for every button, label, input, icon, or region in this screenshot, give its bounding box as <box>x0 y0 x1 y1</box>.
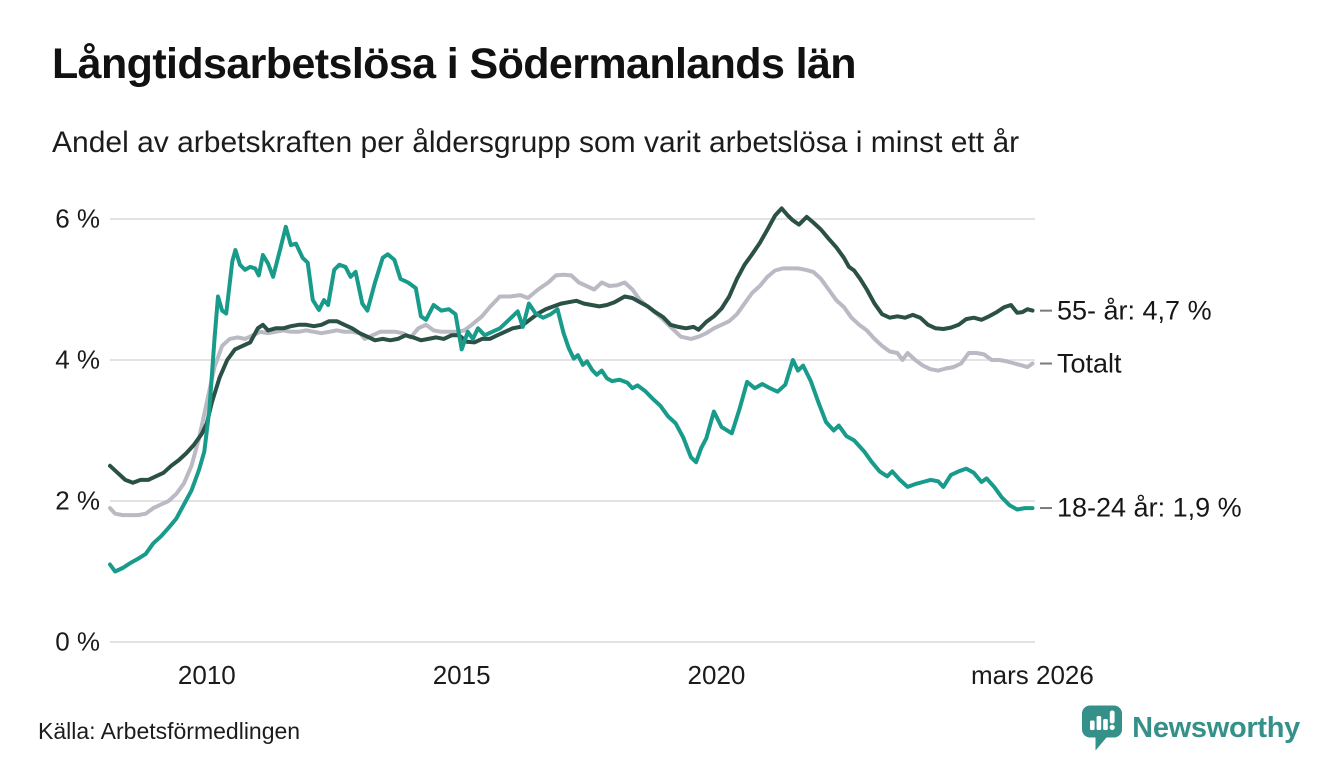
x-tick-label: 2010 <box>177 660 236 690</box>
series-end-label-55-r: 55- år: 4,7 % <box>1057 295 1212 326</box>
y-tick-label: 6 % <box>55 203 100 234</box>
series-line-18-24-r <box>108 224 1035 574</box>
y-tick-label: 0 % <box>55 626 100 657</box>
x-tick-label: 2020 <box>687 660 746 690</box>
y-tick-label: 2 % <box>55 485 100 516</box>
page-title: Långtidsarbetslösa i Södermanlands län <box>52 40 857 88</box>
page-subtitle: Andel av arbetskraften per åldersgrupp s… <box>52 126 1020 159</box>
series-end-label-totalt: Totalt <box>1057 348 1122 379</box>
newsworthy-logo: Newsworthy <box>1082 704 1300 752</box>
series-end-label-18-24-r: 18-24 år: 1,9 % <box>1057 492 1242 523</box>
newsworthy-pin-barchart-icon <box>1082 705 1123 751</box>
x-tick-label: 2015 <box>432 660 491 690</box>
newsworthy-wordmark: Newsworthy <box>1132 711 1300 744</box>
series-line-55-r <box>108 206 1035 485</box>
series-line-totalt <box>108 266 1035 518</box>
y-tick-label: 4 % <box>55 344 100 375</box>
source-note: Källa: Arbetsförmedlingen <box>38 718 301 744</box>
x-tick-label: mars 2026 <box>971 660 1094 690</box>
